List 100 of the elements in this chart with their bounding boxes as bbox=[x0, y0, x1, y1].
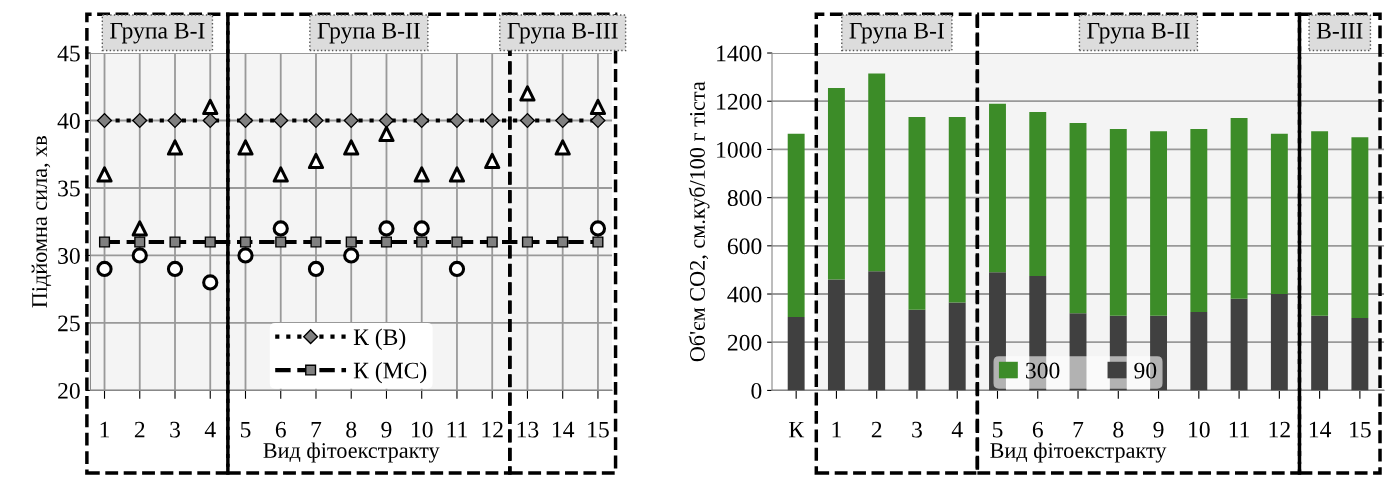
point bbox=[96, 112, 113, 129]
x-tick-label: 7 bbox=[311, 421, 322, 438]
point bbox=[519, 85, 536, 102]
bar bbox=[989, 103, 1006, 273]
point bbox=[414, 112, 430, 129]
y-tick-label: 40 bbox=[57, 112, 80, 129]
x-tick-label: 8 bbox=[346, 421, 357, 438]
y-tick-label: 35 bbox=[58, 180, 80, 197]
point bbox=[413, 220, 430, 237]
bar bbox=[1069, 122, 1087, 314]
point bbox=[237, 112, 254, 129]
bar bbox=[868, 271, 886, 391]
bar bbox=[1109, 128, 1127, 316]
band-label: Група В-І bbox=[110, 22, 205, 44]
y-tick-label: 1200 bbox=[717, 93, 762, 110]
x-tick-label: 1 bbox=[100, 421, 109, 438]
bar bbox=[787, 316, 805, 391]
y-tick-label: 800 bbox=[727, 190, 762, 207]
bar bbox=[868, 73, 886, 272]
point bbox=[307, 152, 325, 170]
point bbox=[451, 236, 463, 248]
legend-label: 300 bbox=[1026, 362, 1060, 379]
y-tick-label: 400 bbox=[727, 286, 762, 303]
x-tick-label: 2 bbox=[871, 421, 882, 438]
bar bbox=[908, 309, 926, 391]
x-tick-label: 2 bbox=[134, 421, 145, 438]
point bbox=[131, 247, 148, 264]
y-axis-title: Підйомна сила, хв bbox=[31, 136, 52, 308]
y-tick-label: 600 bbox=[727, 238, 762, 255]
y-tick-label: 1000 bbox=[717, 141, 762, 158]
x-tick-label: 1 bbox=[832, 421, 841, 438]
point bbox=[202, 274, 219, 291]
point bbox=[237, 247, 254, 264]
bar bbox=[827, 279, 845, 391]
point bbox=[131, 220, 148, 237]
band-label: Група В-ІІ bbox=[1087, 22, 1190, 44]
x-tick-label: 10 bbox=[411, 421, 433, 438]
point bbox=[204, 236, 216, 248]
x-tick-label: 14 bbox=[1309, 421, 1332, 438]
bar bbox=[1351, 137, 1369, 319]
point bbox=[237, 139, 254, 156]
point bbox=[202, 98, 219, 116]
bar bbox=[948, 302, 966, 391]
legend-label: К (МС) bbox=[353, 361, 427, 384]
point bbox=[273, 112, 289, 129]
point bbox=[557, 236, 569, 248]
point bbox=[554, 139, 571, 156]
x-tick-label: 6 bbox=[1032, 421, 1043, 438]
x-tick-label: 6 bbox=[275, 421, 286, 438]
y-tick-label: 30 bbox=[58, 247, 80, 264]
point bbox=[307, 260, 325, 278]
point bbox=[275, 236, 287, 248]
x-tick-label: 15 bbox=[1350, 421, 1371, 438]
point bbox=[448, 166, 466, 183]
bar bbox=[948, 116, 966, 303]
point bbox=[484, 152, 501, 170]
band-label: Група В-ІІІ bbox=[507, 22, 618, 44]
y-tick-label: 1400 bbox=[717, 45, 762, 62]
point bbox=[555, 112, 571, 129]
point bbox=[169, 236, 181, 248]
point bbox=[308, 112, 324, 129]
bar bbox=[1069, 313, 1087, 391]
point bbox=[519, 112, 536, 129]
bar bbox=[1230, 298, 1248, 391]
point bbox=[272, 220, 289, 237]
x-axis-title: Вид фітоекстракту bbox=[263, 442, 440, 463]
bar bbox=[827, 87, 845, 280]
y-tick-label: 20 bbox=[58, 382, 80, 399]
point bbox=[521, 236, 534, 248]
point bbox=[166, 260, 184, 278]
point bbox=[484, 112, 500, 129]
x-tick-label: 5 bbox=[240, 421, 251, 438]
x-tick-label: К bbox=[788, 421, 805, 438]
point bbox=[166, 139, 184, 156]
point bbox=[272, 166, 289, 183]
point bbox=[239, 236, 252, 248]
x-tick-label: 3 bbox=[912, 421, 922, 438]
x-tick-label: 4 bbox=[204, 421, 216, 438]
point bbox=[378, 125, 395, 143]
y-axis-title: Об'єм CO2, см.куб/100 г тіста bbox=[688, 81, 710, 362]
point bbox=[167, 112, 183, 129]
x-tick-label: 12 bbox=[482, 421, 503, 438]
x-tick-label: 10 bbox=[1189, 421, 1210, 438]
point bbox=[310, 236, 322, 248]
point bbox=[98, 236, 111, 248]
bar bbox=[989, 272, 1006, 391]
y-tick-label: 45 bbox=[57, 45, 80, 62]
y-tick-label: 200 bbox=[727, 334, 762, 351]
x-tick-label: 8 bbox=[1113, 421, 1124, 438]
bar bbox=[1150, 131, 1168, 316]
legend-label: 90 bbox=[1134, 362, 1157, 379]
x-tick-label: 12 bbox=[1269, 421, 1290, 438]
x-tick-label: 3 bbox=[170, 421, 180, 438]
x-tick-label: 11 bbox=[1229, 421, 1250, 438]
point bbox=[592, 236, 604, 248]
point bbox=[589, 98, 607, 116]
point bbox=[343, 247, 360, 264]
point bbox=[413, 166, 430, 183]
bar bbox=[1311, 315, 1329, 391]
x-tick-label: 7 bbox=[1073, 421, 1084, 438]
